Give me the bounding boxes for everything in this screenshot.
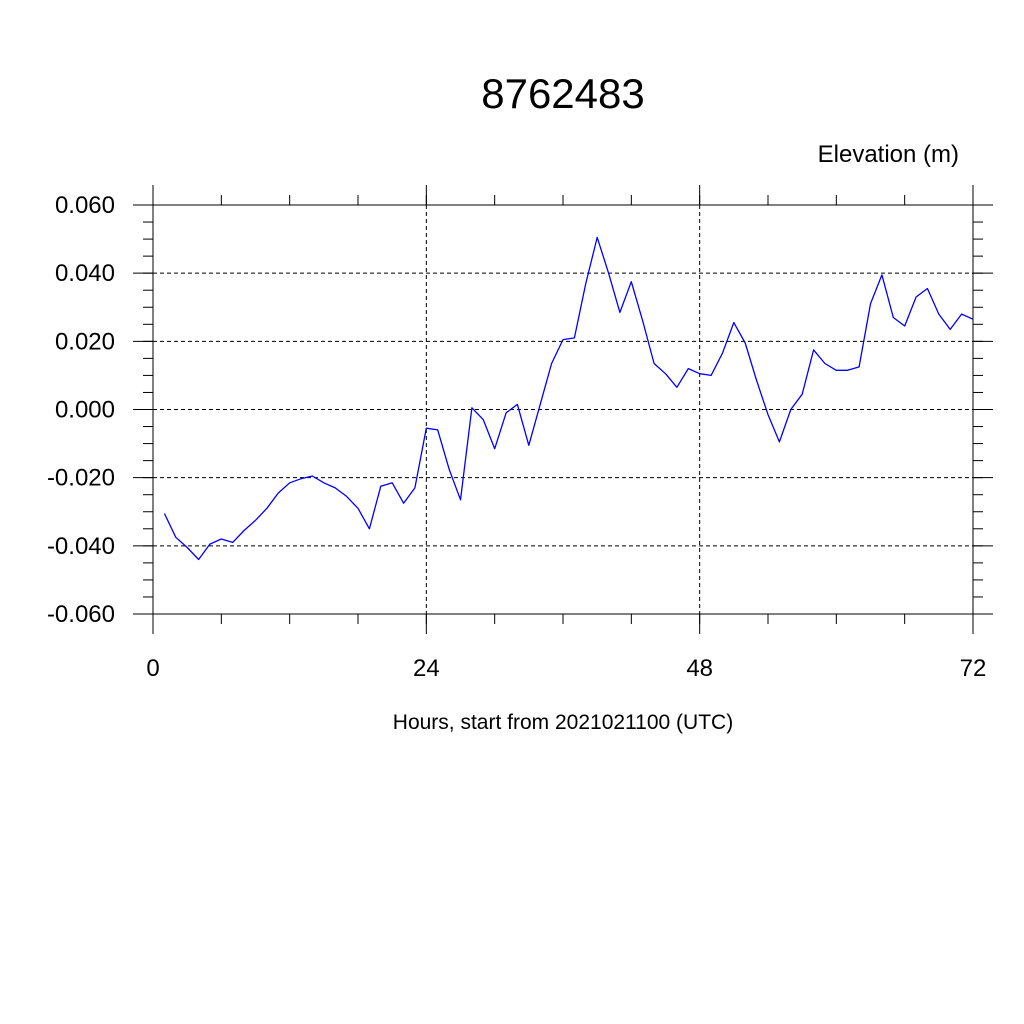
axis-ticks [133, 185, 993, 634]
y-tick-label: -0.060 [47, 601, 115, 628]
series-line [163, 236, 974, 561]
y-axis-label: Elevation (m) [818, 141, 959, 168]
series-layer [163, 236, 974, 561]
x-axis-label: Hours, start from 2021021100 (UTC) [393, 711, 733, 734]
plot-frame [152, 204, 974, 615]
x-tick-label: 24 [413, 655, 440, 682]
x-tick-label: 72 [960, 655, 987, 682]
y-tick-label: -0.020 [47, 465, 115, 492]
x-tick-label: 48 [686, 655, 713, 682]
y-tick-label: -0.040 [47, 533, 115, 560]
grid-lines [152, 204, 974, 615]
x-tick-label: 0 [146, 655, 159, 682]
y-tick-label: 0.000 [55, 397, 115, 424]
y-tick-label: 0.040 [55, 260, 115, 287]
tick-labels: -0.060 -0.040 -0.020 0.000 0.020 0.040 0.060 0 2… [47, 192, 986, 682]
y-tick-label: 0.020 [55, 328, 115, 355]
chart-title: 8762483 [481, 70, 645, 117]
y-tick-label: 0.060 [55, 192, 115, 219]
